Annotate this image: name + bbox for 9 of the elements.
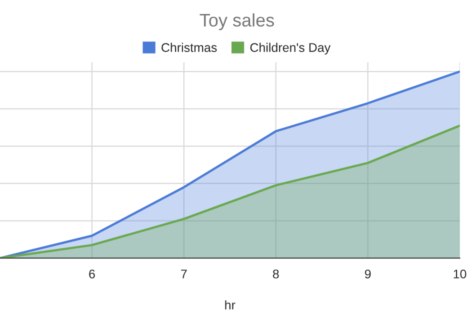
x-tick-label: 10 — [454, 270, 466, 278]
x-axis-title: hr — [225, 300, 236, 310]
legend-label: Children's Day — [250, 42, 331, 54]
x-tick-label: 9 — [364, 270, 371, 278]
legend-label: Christmas — [162, 42, 217, 52]
x-tick-label: 6 — [89, 270, 95, 278]
chart-title: Toy sales — [200, 13, 274, 30]
x-tick-label: 7 — [181, 270, 187, 278]
x-tick-label: 8 — [272, 270, 279, 278]
